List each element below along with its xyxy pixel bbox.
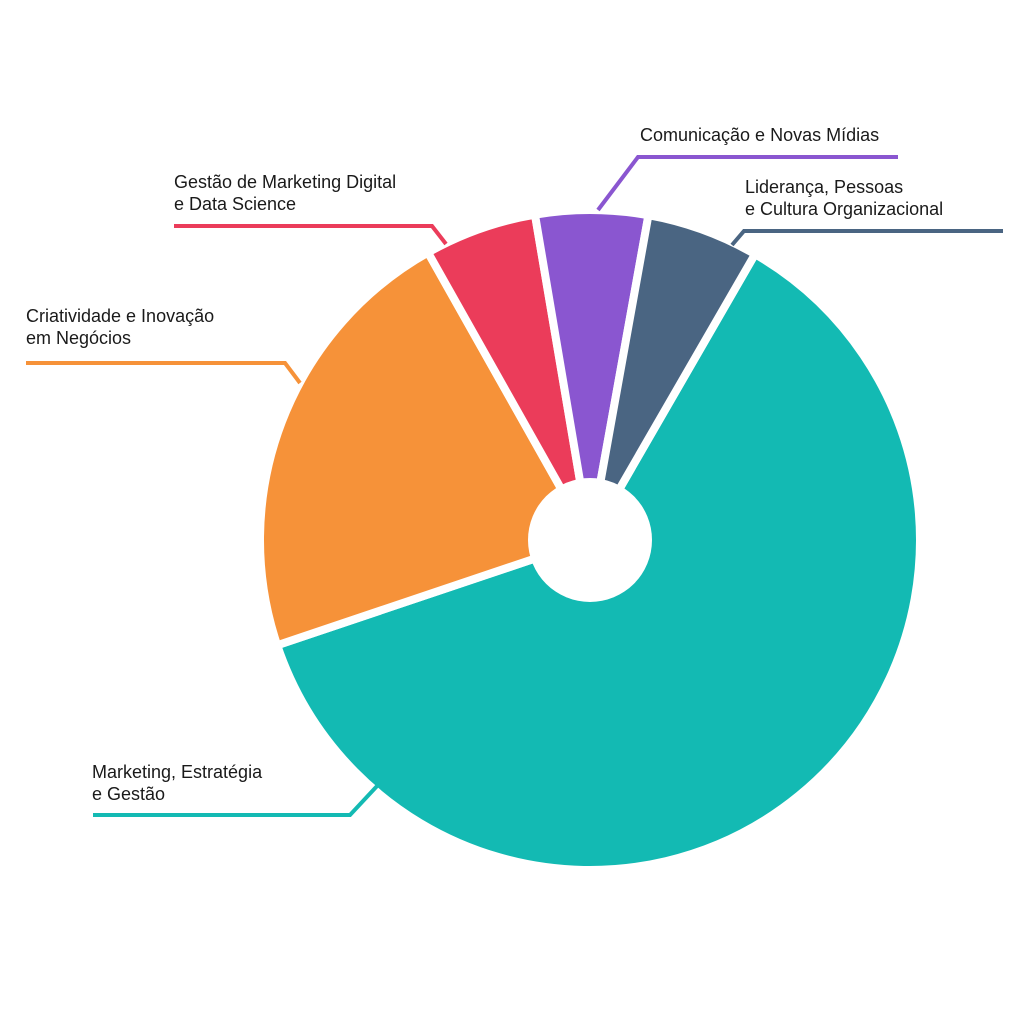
slice-label-line: Gestão de Marketing Digital: [174, 172, 396, 192]
leader-line-1: [93, 783, 380, 817]
chart-slices: [256, 206, 924, 874]
slice-label-4: Comunicação e Novas Mídias: [640, 125, 879, 145]
slice-label-5: Liderança, Pessoas e Cultura Organizacion…: [745, 177, 943, 219]
slice-label-1: Marketing, Estratégia e Gestão: [92, 762, 263, 804]
donut-hole: [528, 478, 652, 602]
slice-label-line: e Gestão: [92, 784, 165, 804]
slice-label-line: e Data Science: [174, 194, 296, 214]
leader-line-3: [174, 224, 448, 246]
slice-label-line: Criatividade e Inovação: [26, 306, 214, 326]
leader-line-4: [596, 155, 898, 212]
leader-line-2: [26, 361, 302, 385]
slice-label-line: e Cultura Organizacional: [745, 199, 943, 219]
pie-slice-2: [256, 247, 596, 651]
slice-label-3: Gestão de Marketing Digital e Data Scienc…: [174, 172, 396, 214]
chart-leader-lines: [26, 155, 1003, 817]
slice-label-line: Marketing, Estratégia: [92, 762, 263, 782]
chart-labels: Marketing, Estratégia e Gestão Criatividad…: [26, 125, 943, 804]
slice-label-line: Liderança, Pessoas: [745, 177, 903, 197]
slice-label-line: Comunicação e Novas Mídias: [640, 125, 879, 145]
leader-line-5: [730, 229, 1003, 247]
slice-label-line: em Negócios: [26, 328, 131, 348]
slice-label-2: Criatividade e Inovação em Negócios: [26, 306, 214, 348]
pie-slice-5: [586, 210, 761, 543]
